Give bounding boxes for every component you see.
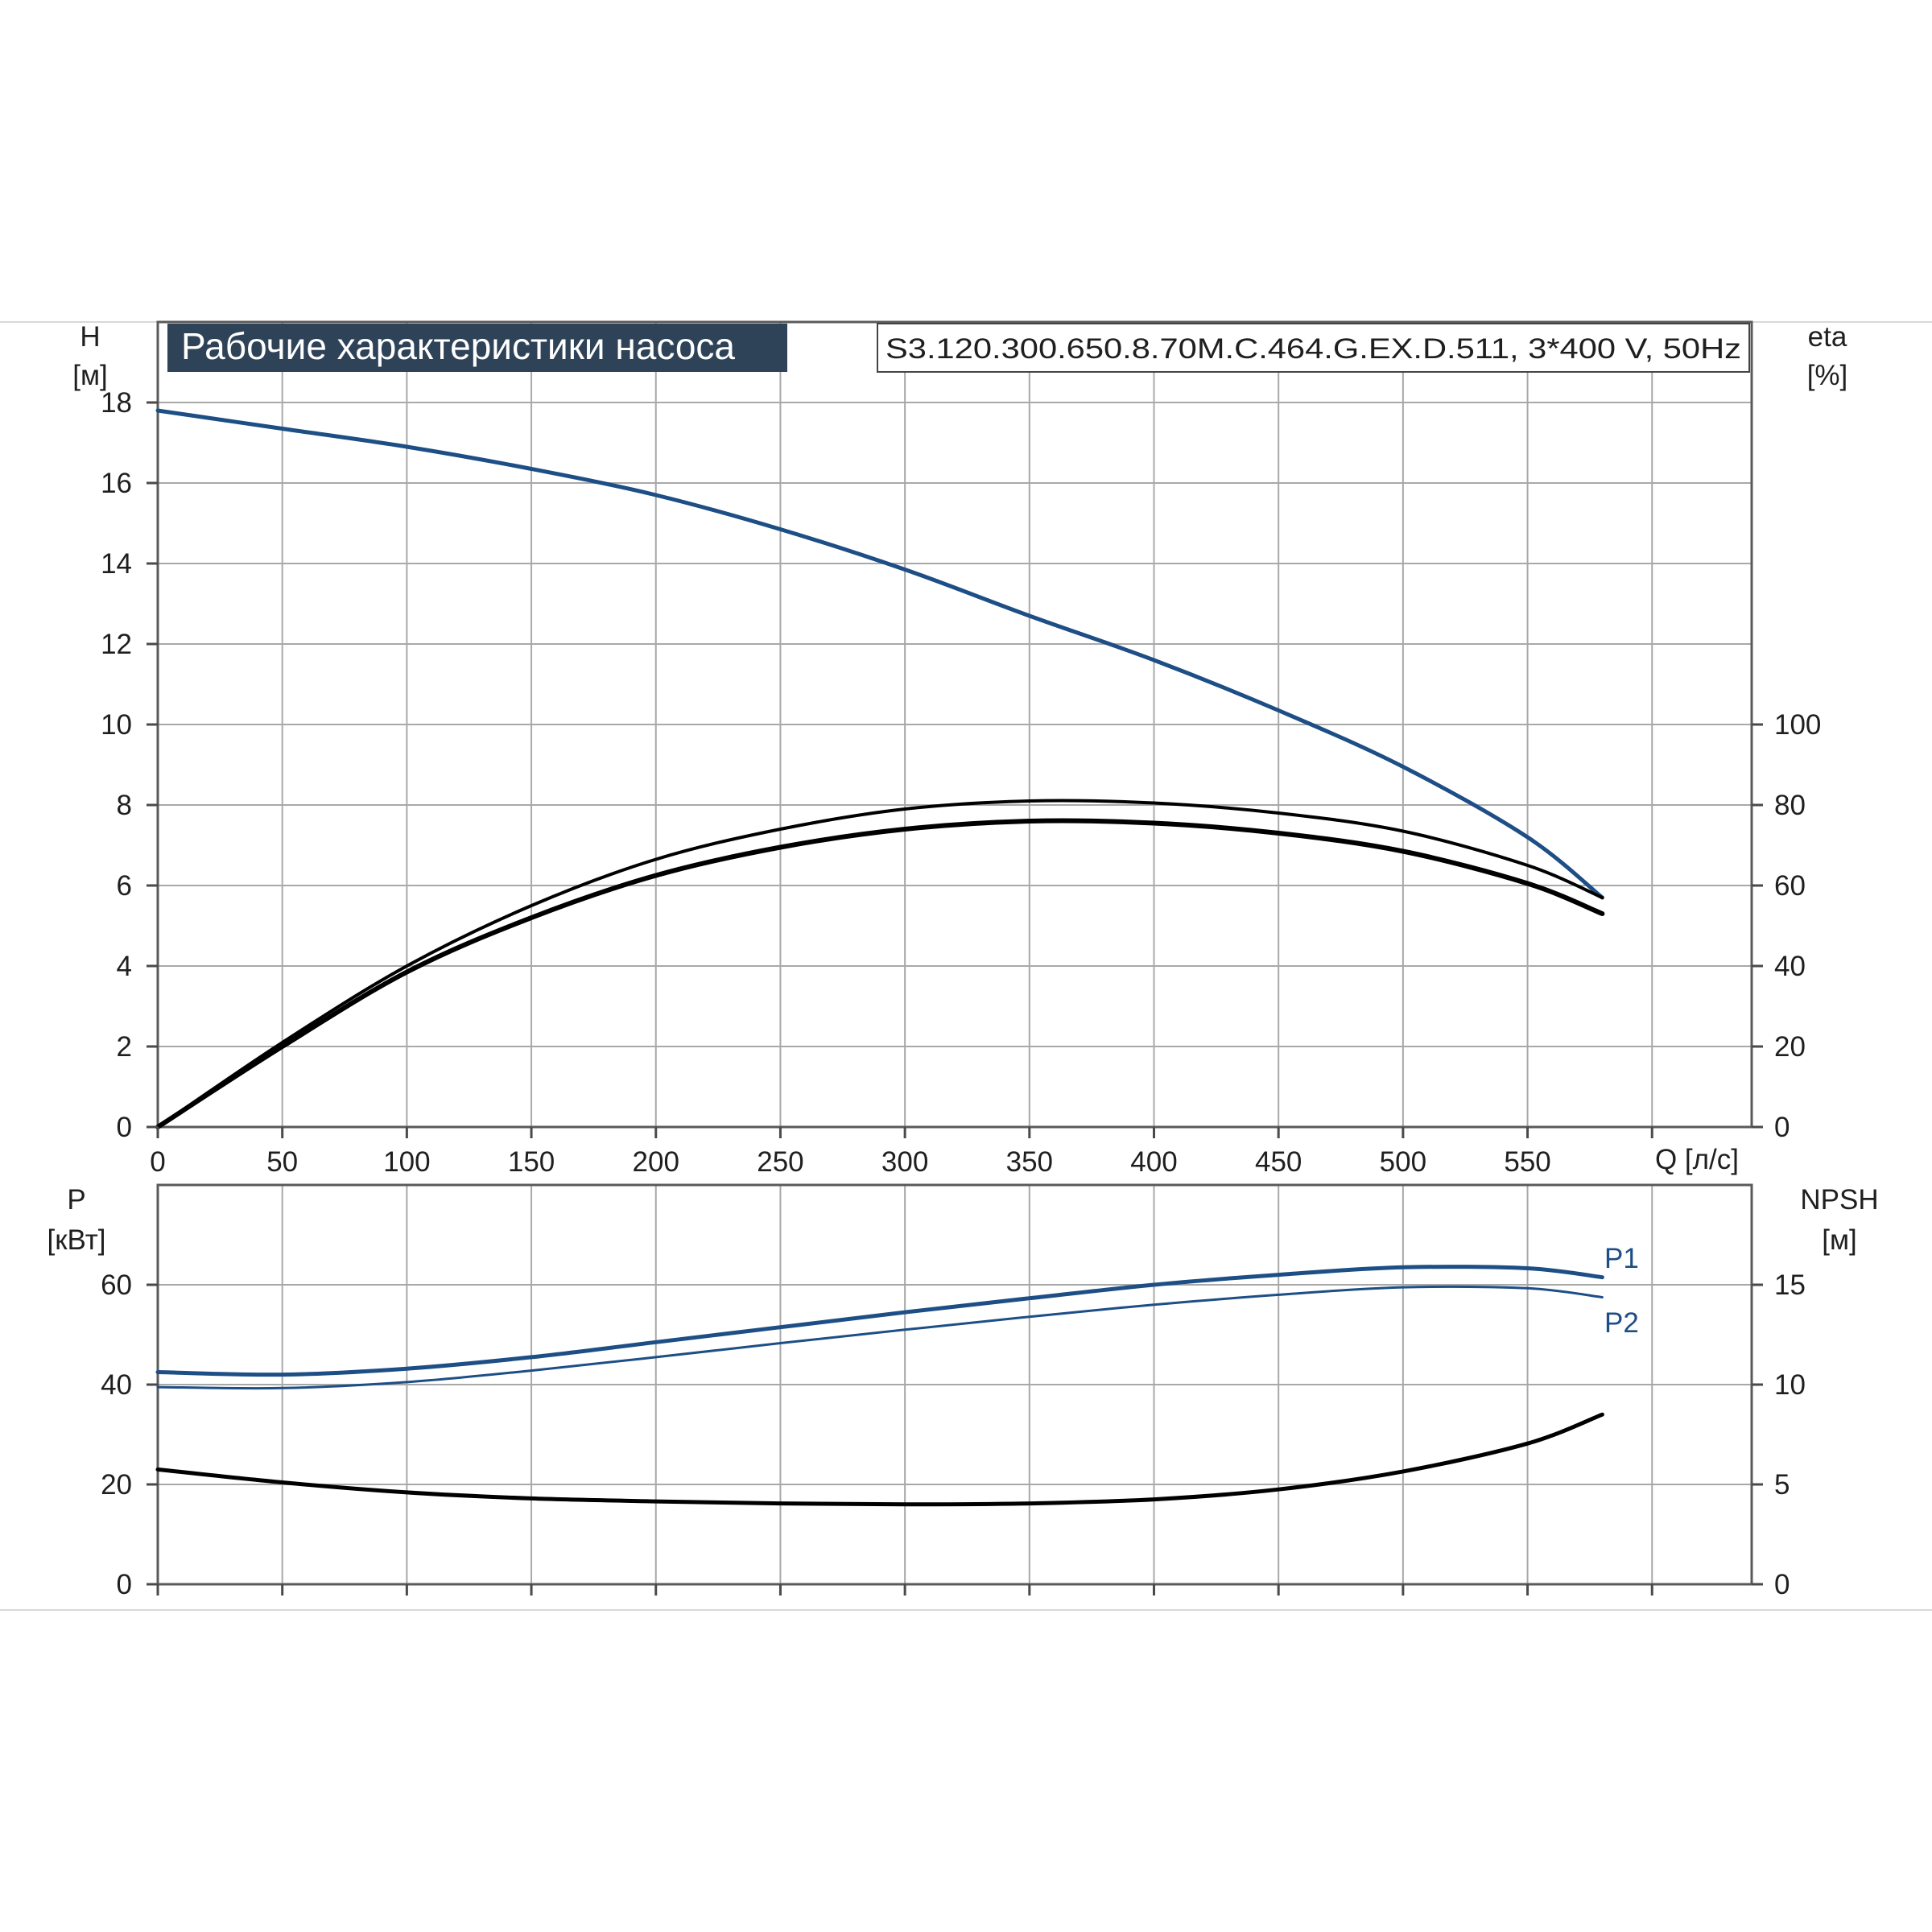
power-npsh-panel: 0 20 40 60 0 5 10 15 P [кВт] NPSH [м] P1 P2 bbox=[47, 1183, 1879, 1600]
right-tick-label: 0 bbox=[1774, 1112, 1790, 1143]
x-tick-label: 550 bbox=[1504, 1146, 1550, 1178]
right-tick-label: 10 bbox=[1774, 1369, 1806, 1401]
x-tick-label: 500 bbox=[1380, 1146, 1426, 1178]
head-grid bbox=[158, 322, 1752, 1127]
p2-series-label: P2 bbox=[1604, 1307, 1639, 1339]
left-tick-label: 0 bbox=[117, 1569, 132, 1600]
x-tick-label: 450 bbox=[1255, 1146, 1302, 1178]
power-axis-ticks: 0 20 40 60 0 5 10 15 bbox=[101, 1269, 1806, 1600]
power-grid bbox=[158, 1185, 1752, 1584]
left-tick-label: 4 bbox=[117, 951, 132, 982]
left-tick-label: 18 bbox=[101, 387, 132, 419]
head-efficiency-panel: 0 2 4 6 8 10 12 14 16 18 0 20 40 60 80 100 0 50 100 150 200 2… bbox=[72, 320, 1848, 1178]
left-tick-label: 16 bbox=[101, 468, 132, 499]
left-tick-label: 2 bbox=[117, 1031, 132, 1063]
chart-title: Рабочие характеристики насоса bbox=[181, 325, 735, 367]
power-axis-label: P bbox=[67, 1184, 85, 1216]
power-p1-curve bbox=[155, 1265, 1604, 1377]
left-tick-label: 14 bbox=[101, 548, 132, 580]
efficiency-axis-label: eta bbox=[1808, 321, 1847, 353]
x-tick-label: 0 bbox=[150, 1146, 165, 1178]
model-box bbox=[877, 323, 1750, 373]
x-tick-label: 250 bbox=[757, 1146, 803, 1178]
x-tick-label: 150 bbox=[508, 1146, 555, 1178]
left-tick-label: 40 bbox=[101, 1369, 132, 1401]
power-p2-curve bbox=[156, 1285, 1604, 1390]
model-label: S3.120.300.650.8.70M.C.464.G.EX.D.511, 3… bbox=[886, 333, 1741, 365]
right-tick-label: 80 bbox=[1774, 790, 1806, 821]
title-box bbox=[167, 324, 787, 372]
right-tick-label: 0 bbox=[1774, 1569, 1790, 1600]
npsh-curve bbox=[155, 1412, 1604, 1507]
head-axis-label: H bbox=[80, 321, 100, 353]
right-tick-label: 40 bbox=[1774, 951, 1806, 982]
head-axis-ticks: 0 2 4 6 8 10 12 14 16 18 0 20 40 60 80 100 0 50 100 150 200 2… bbox=[101, 387, 1821, 1178]
head-axis-unit: [м] bbox=[72, 360, 108, 391]
left-tick-label: 20 bbox=[101, 1469, 132, 1501]
x-tick-label: 350 bbox=[1006, 1146, 1053, 1178]
right-tick-label: 15 bbox=[1774, 1269, 1806, 1301]
left-tick-label: 12 bbox=[101, 629, 132, 660]
flow-axis-label: Q [л/с] bbox=[1655, 1144, 1739, 1175]
right-tick-label: 60 bbox=[1774, 870, 1806, 902]
left-tick-label: 8 bbox=[117, 790, 132, 821]
x-tick-label: 50 bbox=[266, 1146, 298, 1178]
npsh-axis-label: NPSH bbox=[1800, 1184, 1878, 1216]
right-tick-label: 100 bbox=[1774, 709, 1821, 741]
right-tick-label: 5 bbox=[1774, 1469, 1790, 1501]
left-tick-label: 0 bbox=[117, 1112, 132, 1143]
x-tick-label: 300 bbox=[881, 1146, 928, 1178]
efficiency-curve-thin bbox=[156, 799, 1604, 1129]
efficiency-curve-thick bbox=[155, 818, 1605, 1129]
right-tick-label: 20 bbox=[1774, 1031, 1806, 1063]
x-tick-label: 400 bbox=[1130, 1146, 1177, 1178]
p1-series-label: P1 bbox=[1604, 1243, 1639, 1274]
npsh-axis-unit: [м] bbox=[1822, 1224, 1857, 1256]
head-efficiency-series bbox=[155, 408, 1605, 1129]
x-tick-label: 200 bbox=[633, 1146, 679, 1178]
left-tick-label: 10 bbox=[101, 709, 132, 741]
left-tick-label: 60 bbox=[101, 1269, 132, 1301]
efficiency-axis-unit: [%] bbox=[1807, 360, 1848, 391]
x-tick-label: 100 bbox=[383, 1146, 430, 1178]
power-npsh-series bbox=[155, 1265, 1604, 1507]
left-tick-label: 6 bbox=[117, 870, 132, 902]
head-curve bbox=[155, 408, 1604, 900]
power-axis-unit: [кВт] bbox=[47, 1224, 106, 1256]
